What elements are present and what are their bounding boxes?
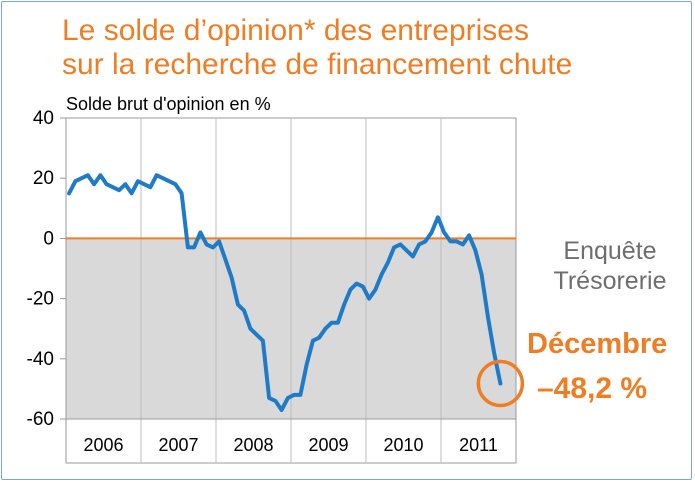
latest-month-label: Décembre [527,328,668,360]
chart-title: Le solde d’opinion* des entreprises sur … [62,14,572,82]
x-tick-label: 2011 [459,435,498,455]
title-line-1: Le solde d’opinion* des entreprises [62,14,529,47]
y-tick-label: 40 [33,108,54,129]
y-axis-label: Solde brut d'opinion en % [66,94,271,114]
x-tick-label: 2007 [158,435,198,455]
series-line [67,173,503,412]
source-label: Enquête Trésorerie [525,236,695,296]
latest-value-label: –48,2 % [537,372,648,405]
y-tick-label: -20 [27,289,54,310]
source-line-1: Enquête [563,237,657,265]
x-tick-label: 2010 [383,435,423,455]
source-line-2: Trésorerie [553,267,667,295]
y-tick-label: -60 [27,409,54,430]
y-tick-label: 0 [43,228,54,249]
last-point-highlight [476,359,525,408]
y-tick-label: 20 [33,168,54,189]
title-line-2: sur la recherche de financement chute [62,48,573,81]
x-tick-label: 2006 [83,435,123,455]
x-tick-label: 2009 [308,435,348,455]
x-tick-label: 2008 [233,435,273,455]
y-tick-label: -40 [27,349,54,370]
